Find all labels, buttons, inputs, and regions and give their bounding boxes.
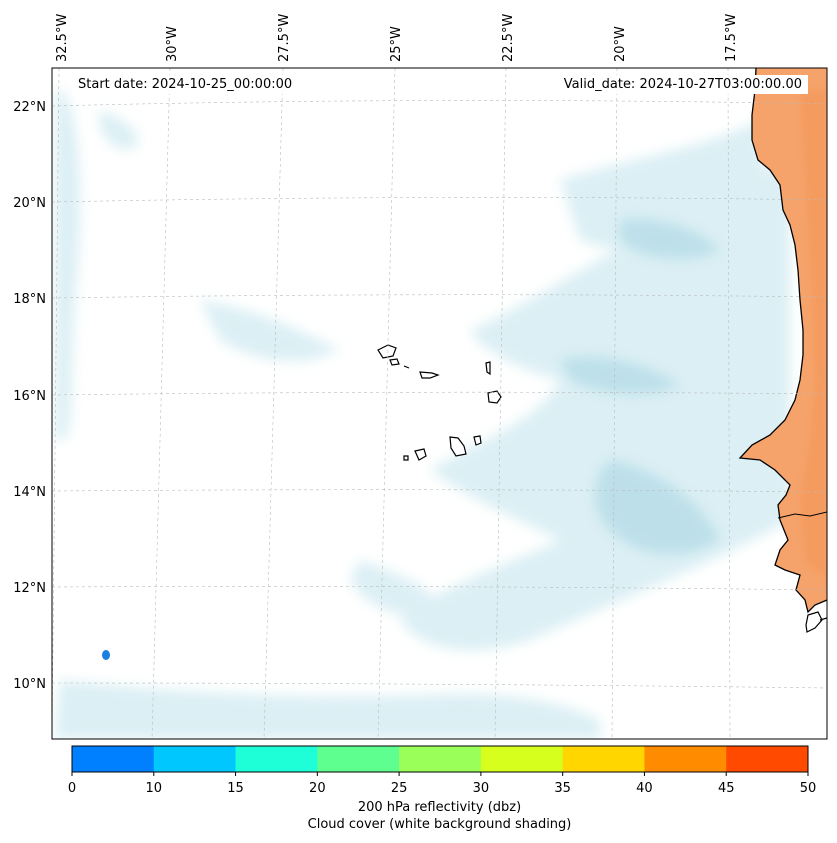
gridlines (52, 68, 827, 739)
colorbar-segment (399, 746, 482, 772)
lat-label: 20°N (13, 196, 46, 211)
cloud-cover-dense (560, 219, 720, 554)
africa-inland-shading (800, 90, 827, 580)
longitude-labels: 32.5°W 30°W 27.5°W 25°W 22.5°W 20°W 17.5… (55, 14, 739, 62)
colorbar: 0 10 15 20 25 30 35 40 45 50 (68, 745, 817, 796)
lon-label: 32.5°W (55, 14, 70, 62)
coastline (738, 68, 827, 614)
latitude-labels: 22°N 20°N 18°N 16°N 14°N 12°N 10°N (13, 100, 46, 692)
lat-label: 16°N (13, 389, 46, 404)
colorbar-tick-label: 0 (68, 781, 76, 796)
lon-label: 27.5°W (277, 14, 292, 62)
lon-label: 17.5°W (724, 14, 739, 62)
reflectivity-echo (102, 650, 110, 660)
lat-label: 14°N (13, 485, 46, 500)
colorbar-segment (235, 746, 318, 772)
lat-label: 18°N (13, 292, 46, 307)
lon-label: 30°W (165, 26, 180, 62)
colorbar-tick-label: 50 (800, 781, 817, 796)
map-border (51, 67, 828, 740)
lat-label: 22°N (13, 100, 46, 115)
valid-date-label: Valid_date: 2024-10-27T03:00:00.00 (557, 75, 808, 94)
lon-label: 22.5°W (501, 14, 516, 62)
colorbar-border (71, 745, 809, 773)
colorbar-segment (72, 746, 155, 772)
colorbar-segment (153, 746, 237, 772)
coastline-river-gambia (777, 511, 827, 519)
colorbar-tick-label: 35 (554, 781, 571, 796)
colorbar-segment (317, 746, 400, 772)
colorbar-segment (562, 746, 645, 772)
colorbar-tick-label: 40 (636, 781, 653, 796)
colorbar-segment (726, 746, 809, 772)
colorbar-tick-label: 10 (146, 781, 163, 796)
colorbar-tick-label: 25 (391, 781, 408, 796)
colorbar-subtitle: Cloud cover (white background shading) (307, 817, 572, 832)
colorbar-segment (644, 746, 727, 772)
colorbar-tick-label: 20 (309, 781, 326, 796)
colorbar-tick-label: 15 (227, 781, 244, 796)
lat-label: 10°N (13, 677, 46, 692)
colorbar-tick-label: 30 (473, 781, 490, 796)
colorbar-title: 200 hPa reflectivity (dbz) (357, 800, 522, 815)
lon-label: 20°W (613, 26, 628, 62)
lon-label: 25°W (389, 26, 404, 62)
colorbar-tick-label: 45 (718, 781, 735, 796)
coastline-guinea-bissau (805, 611, 827, 633)
colorbar-segment (480, 746, 564, 772)
start-date-label: Start date: 2024-10-25_00:00:00 (72, 75, 299, 94)
map-panel (52, 68, 827, 739)
lat-label: 12°N (13, 581, 46, 596)
cape-verde-islands (377, 344, 502, 461)
